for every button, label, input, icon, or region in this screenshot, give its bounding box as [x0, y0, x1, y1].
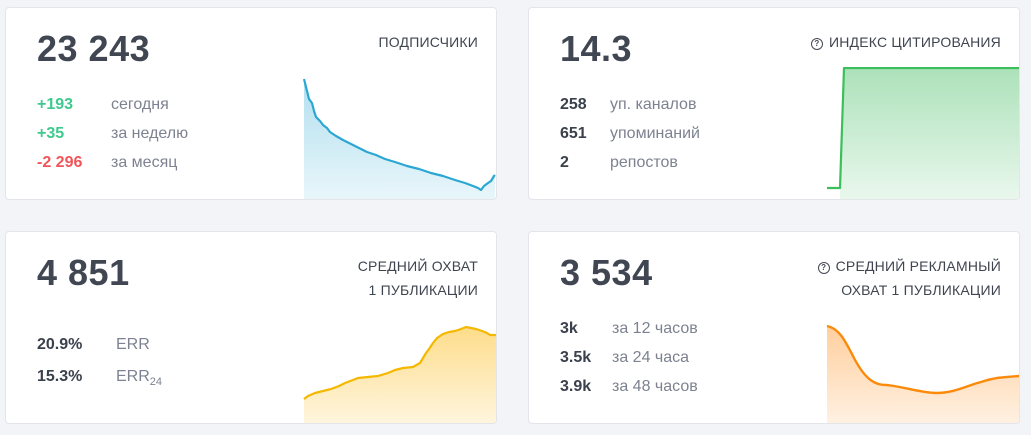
avg-reach-card[interactable]: 4 851 СРЕДНИЙ ОХВАТ 1 ПУБЛИКАЦИИ 20.9% E…	[5, 231, 497, 424]
stat-label: за месяц	[111, 154, 178, 171]
subscribers-card[interactable]: 23 243 ПОДПИСЧИКИ +193 сегодня +35 за не…	[5, 7, 497, 200]
stat-value: 258	[560, 96, 587, 113]
stat-value: +193	[37, 96, 74, 113]
stat-row-err: 20.9% ERR	[37, 329, 162, 361]
citation-index-sparkline	[827, 67, 1019, 199]
stat-value: -2 296	[37, 154, 83, 171]
stat-row-48h: 3.9k за 48 часов	[560, 372, 698, 401]
stat-value: 2	[560, 154, 569, 171]
avg-ad-reach-sparkline	[826, 324, 1019, 423]
avg-ad-reach-card[interactable]: 3 534 ? СРЕДНИЙ РЕКЛАМНЫЙ ОХВАТ 1 ПУБЛИКА…	[528, 231, 1020, 424]
citation-index-title: ? ИНДЕКС ЦИТИРОВАНИЯ	[810, 30, 1001, 54]
avg-ad-reach-stats: 3k за 12 часов 3.5k за 24 часа 3.9k за 4…	[560, 314, 698, 401]
avg-ad-reach-title-line2: ОХВАТ 1 ПУБЛИКАЦИИ	[841, 282, 1001, 298]
citation-index-card[interactable]: 14.3 ? ИНДЕКС ЦИТИРОВАНИЯ 258 уп. каналов…	[528, 7, 1020, 200]
stat-row-reposts: 2 репостов	[560, 148, 700, 177]
stat-label-text: ERR	[116, 368, 150, 385]
stat-value: +35	[37, 125, 65, 142]
citation-index-value: 14.3	[560, 28, 633, 69]
stat-row-mentions: 651 упоминаний	[560, 119, 700, 148]
avg-ad-reach-title-line1: СРЕДНИЙ РЕКЛАМНЫЙ	[835, 258, 1001, 274]
stat-row-24h: 3.5k за 24 часа	[560, 343, 698, 372]
stat-value: 20.9%	[37, 336, 83, 353]
stat-value: 15.3%	[37, 368, 83, 385]
citation-index-stats: 258 уп. каналов 651 упоминаний 2 репосто…	[560, 90, 700, 177]
stat-row-month: -2 296 за месяц	[37, 148, 188, 177]
subscribers-sparkline	[303, 78, 496, 199]
help-icon[interactable]: ?	[817, 262, 830, 274]
stat-value: 3.5k	[560, 349, 592, 366]
subscribers-title: ПОДПИСЧИКИ	[378, 34, 478, 50]
avg-reach-stats: 20.9% ERR 15.3% ERR24	[37, 329, 162, 398]
stat-value: 3k	[560, 320, 578, 337]
stat-row-today: +193 сегодня	[37, 90, 188, 119]
stat-value: 3.9k	[560, 378, 592, 395]
stat-label: уп. каналов	[610, 96, 697, 113]
citation-index-title-text: ИНДЕКС ЦИТИРОВАНИЯ	[828, 34, 1001, 50]
avg-ad-reach-title: ? СРЕДНИЙ РЕКЛАМНЫЙ ОХВАТ 1 ПУБЛИКАЦИИ	[817, 254, 1001, 302]
avg-reach-title-line1: СРЕДНИЙ ОХВАТ	[357, 258, 478, 274]
stat-label: репостов	[610, 154, 678, 171]
stat-label: за 48 часов	[612, 378, 698, 395]
avg-reach-title: СРЕДНИЙ ОХВАТ 1 ПУБЛИКАЦИИ	[358, 254, 478, 302]
subscribers-stats: +193 сегодня +35 за неделю -2 296 за мес…	[37, 90, 188, 177]
help-icon[interactable]: ?	[810, 38, 823, 50]
stat-label: упоминаний	[610, 125, 700, 142]
stat-label: ERR	[116, 336, 150, 353]
avg-reach-sparkline	[303, 325, 496, 423]
stat-label-subscript: 24	[149, 376, 163, 388]
stat-row-err24: 15.3% ERR24	[37, 361, 162, 398]
avg-ad-reach-value: 3 534	[560, 252, 653, 293]
stat-value: 651	[560, 125, 587, 142]
avg-reach-value: 4 851	[37, 252, 130, 293]
stat-label: за неделю	[111, 125, 189, 142]
stat-row-12h: 3k за 12 часов	[560, 314, 698, 343]
stat-label: ERR24	[116, 361, 162, 398]
stat-row-channels: 258 уп. каналов	[560, 90, 700, 119]
subscribers-count: 23 243	[37, 28, 151, 69]
stat-row-week: +35 за неделю	[37, 119, 188, 148]
stat-label: за 12 часов	[612, 320, 698, 337]
stat-label: за 24 часа	[612, 349, 690, 366]
avg-reach-title-line2: 1 ПУБЛИКАЦИИ	[368, 282, 478, 298]
stat-label: сегодня	[111, 96, 169, 113]
